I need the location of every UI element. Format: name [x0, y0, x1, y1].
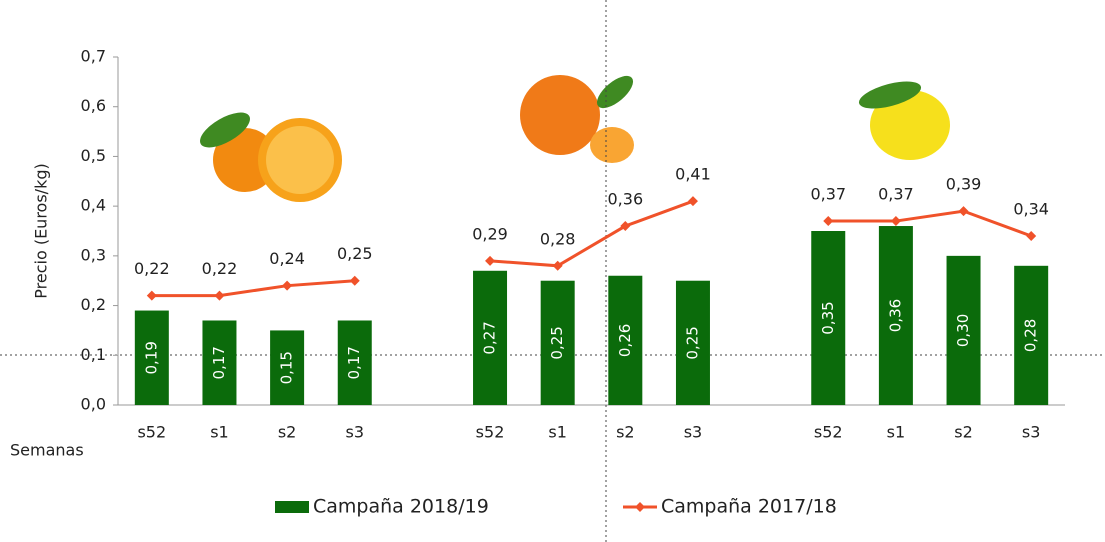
x-tick-label: s3: [345, 423, 364, 442]
legend-label: Campaña 2017/18: [661, 496, 837, 518]
value-label: 0,35: [819, 301, 837, 334]
value-label: 0,37: [878, 185, 914, 204]
marker: [1026, 231, 1036, 241]
marker: [485, 256, 495, 266]
x-tick-label: s1: [210, 423, 229, 442]
marker: [147, 291, 157, 301]
x-tick-label: s52: [137, 423, 166, 442]
value-label: 0,25: [337, 244, 373, 263]
marker: [823, 216, 833, 226]
marker: [891, 216, 901, 226]
value-label: 0,28: [1022, 319, 1040, 352]
legend-label: Campaña 2018/19: [313, 496, 489, 518]
x-tick-label: s1: [887, 423, 906, 442]
y-tick-label: 0,3: [81, 245, 106, 264]
value-label: 0,17: [210, 346, 228, 379]
lemon-image: [856, 76, 950, 160]
value-label: 0,26: [616, 324, 634, 357]
value-label: 0,24: [269, 249, 305, 268]
x-tick-label: s3: [684, 423, 703, 442]
chart: Precio (Euros/kg) Semanas 0,0 0,1 0,2 0,3 0,…: [0, 0, 1105, 542]
value-label: 0,19: [142, 341, 160, 374]
y-tick-label: 0,2: [81, 295, 106, 314]
marker: [959, 206, 969, 216]
value-label: 0,36: [886, 299, 904, 332]
y-tick-label: 0,4: [81, 196, 106, 215]
x-tick-label: s2: [954, 423, 973, 442]
x-tick-label: s3: [1022, 423, 1041, 442]
orange-image: [195, 106, 342, 202]
y-tick-label: 0,0: [81, 395, 106, 414]
y-tick-label: 0,5: [81, 146, 106, 165]
y-tick-label: 0,6: [81, 96, 106, 115]
legend-swatch: [635, 502, 645, 512]
value-label: 0,15: [278, 351, 296, 384]
value-label: 0,22: [134, 259, 170, 278]
mandarin-image: [520, 70, 638, 163]
marker: [282, 281, 292, 291]
value-label: 0,17: [345, 346, 363, 379]
value-label: 0,39: [946, 175, 982, 194]
x-tick-label: s2: [616, 423, 635, 442]
x-tick-label: s52: [476, 423, 505, 442]
marker: [350, 276, 360, 286]
value-label: 0,30: [954, 314, 972, 347]
marker: [214, 291, 224, 301]
value-label: 0,25: [683, 326, 701, 359]
x-axis-label: Semanas: [10, 441, 84, 460]
value-label: 0,25: [548, 326, 566, 359]
value-label: 0,29: [472, 224, 508, 243]
value-label: 0,41: [675, 165, 711, 184]
value-label: 0,37: [810, 185, 846, 204]
marker: [688, 196, 698, 206]
y-tick-label: 0,1: [81, 345, 106, 364]
value-label: 0,28: [540, 229, 576, 248]
x-tick-label: s2: [278, 423, 297, 442]
legend-swatch: [275, 501, 309, 513]
x-tick-label: s52: [814, 423, 843, 442]
value-label: 0,36: [608, 190, 644, 209]
y-tick-label: 0,7: [81, 47, 106, 66]
value-label: 0,27: [481, 321, 499, 354]
value-label: 0,34: [1013, 199, 1049, 218]
x-tick-label: s1: [548, 423, 567, 442]
y-axis-label: Precio (Euros/kg): [32, 163, 51, 298]
value-label: 0,22: [202, 259, 238, 278]
